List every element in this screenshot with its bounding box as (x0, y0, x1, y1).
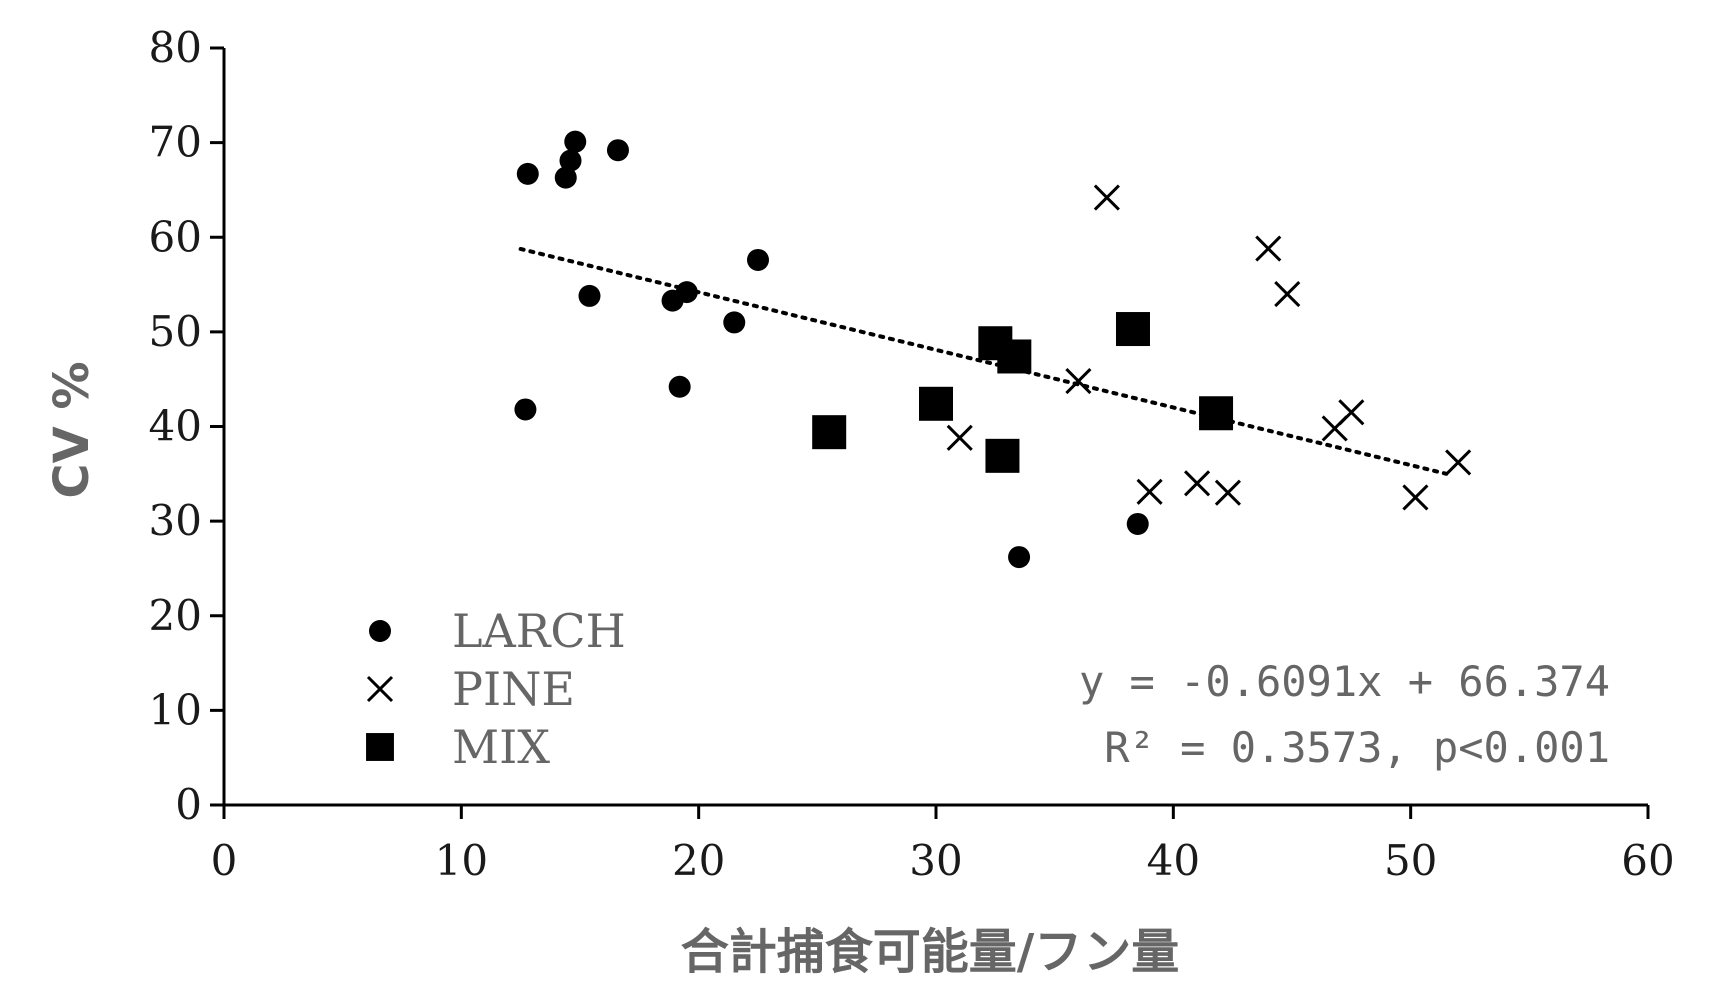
legend-label-pine: PINE (452, 662, 575, 716)
regression-stats: R² = 0.3573, p<0.001 (1104, 723, 1610, 772)
mix-point (919, 386, 953, 421)
legend-label-mix: MIX (452, 720, 550, 774)
pine-point (1255, 235, 1282, 262)
pine-point (1274, 280, 1301, 308)
mix-point (1199, 396, 1234, 431)
larch-point (516, 162, 539, 185)
y-axis-title: CV % (44, 361, 100, 498)
trendline (518, 246, 1449, 476)
larch-point (668, 375, 691, 398)
larch-point (606, 139, 629, 162)
pine-point (1184, 470, 1211, 497)
trendline-group (518, 246, 1449, 476)
y-tick-label: 80 (149, 23, 202, 72)
mix-point (812, 415, 847, 450)
mix-point (1115, 312, 1150, 347)
pine-point (1093, 184, 1120, 211)
mix-point (985, 438, 1020, 473)
data-points (514, 130, 1472, 569)
x-axis-title: 合計捕食可能量/フン量 (681, 924, 1180, 980)
pine-point (946, 424, 973, 451)
larch-point (578, 284, 601, 307)
x-tick-label: 10 (435, 836, 488, 885)
regression-equation: y = -0.6091x + 66.374 (1079, 657, 1610, 706)
tick-labels: 0 10 20 30 40 50 60 70 80 0 10 20 30 40 50 60 (149, 23, 1675, 885)
legend-marker-larch (369, 620, 391, 642)
larch-point (747, 248, 769, 271)
larch-point (675, 281, 698, 304)
y-tick-label: 30 (149, 496, 202, 545)
pine-point (1338, 399, 1365, 426)
pine-point (1445, 449, 1472, 476)
pine-point (1136, 478, 1163, 505)
larch-point (1126, 512, 1149, 535)
larch-point (514, 398, 537, 421)
y-tick-label: 20 (149, 591, 202, 640)
legend-marker-mix (366, 733, 394, 761)
larch-point (564, 130, 587, 153)
pine-point (1214, 479, 1241, 506)
y-tick-label: 50 (149, 307, 202, 356)
x-tick-label: 20 (672, 836, 725, 885)
x-tick-label: 40 (1147, 836, 1200, 885)
mix-point (997, 339, 1032, 374)
x-tick-label: 30 (909, 836, 962, 885)
y-tick-label: 40 (149, 402, 202, 451)
legend-label-larch: LARCH (452, 604, 626, 658)
larch-point (1008, 546, 1031, 569)
larch-point (723, 311, 746, 334)
y-tick-label: 70 (149, 118, 202, 167)
legend-marker-pine (366, 675, 394, 703)
larch-point (559, 149, 582, 172)
x-tick-label: 60 (1621, 836, 1674, 885)
x-tick-label: 0 (211, 836, 238, 885)
pine-point (1402, 484, 1429, 511)
y-tick-label: 60 (149, 212, 202, 261)
pine-point (1065, 368, 1092, 395)
y-tick-label: 10 (149, 685, 202, 734)
y-tick-label: 0 (175, 780, 202, 829)
larch-point (554, 166, 577, 189)
x-tick-label: 50 (1384, 836, 1437, 885)
axes (210, 46, 1650, 819)
